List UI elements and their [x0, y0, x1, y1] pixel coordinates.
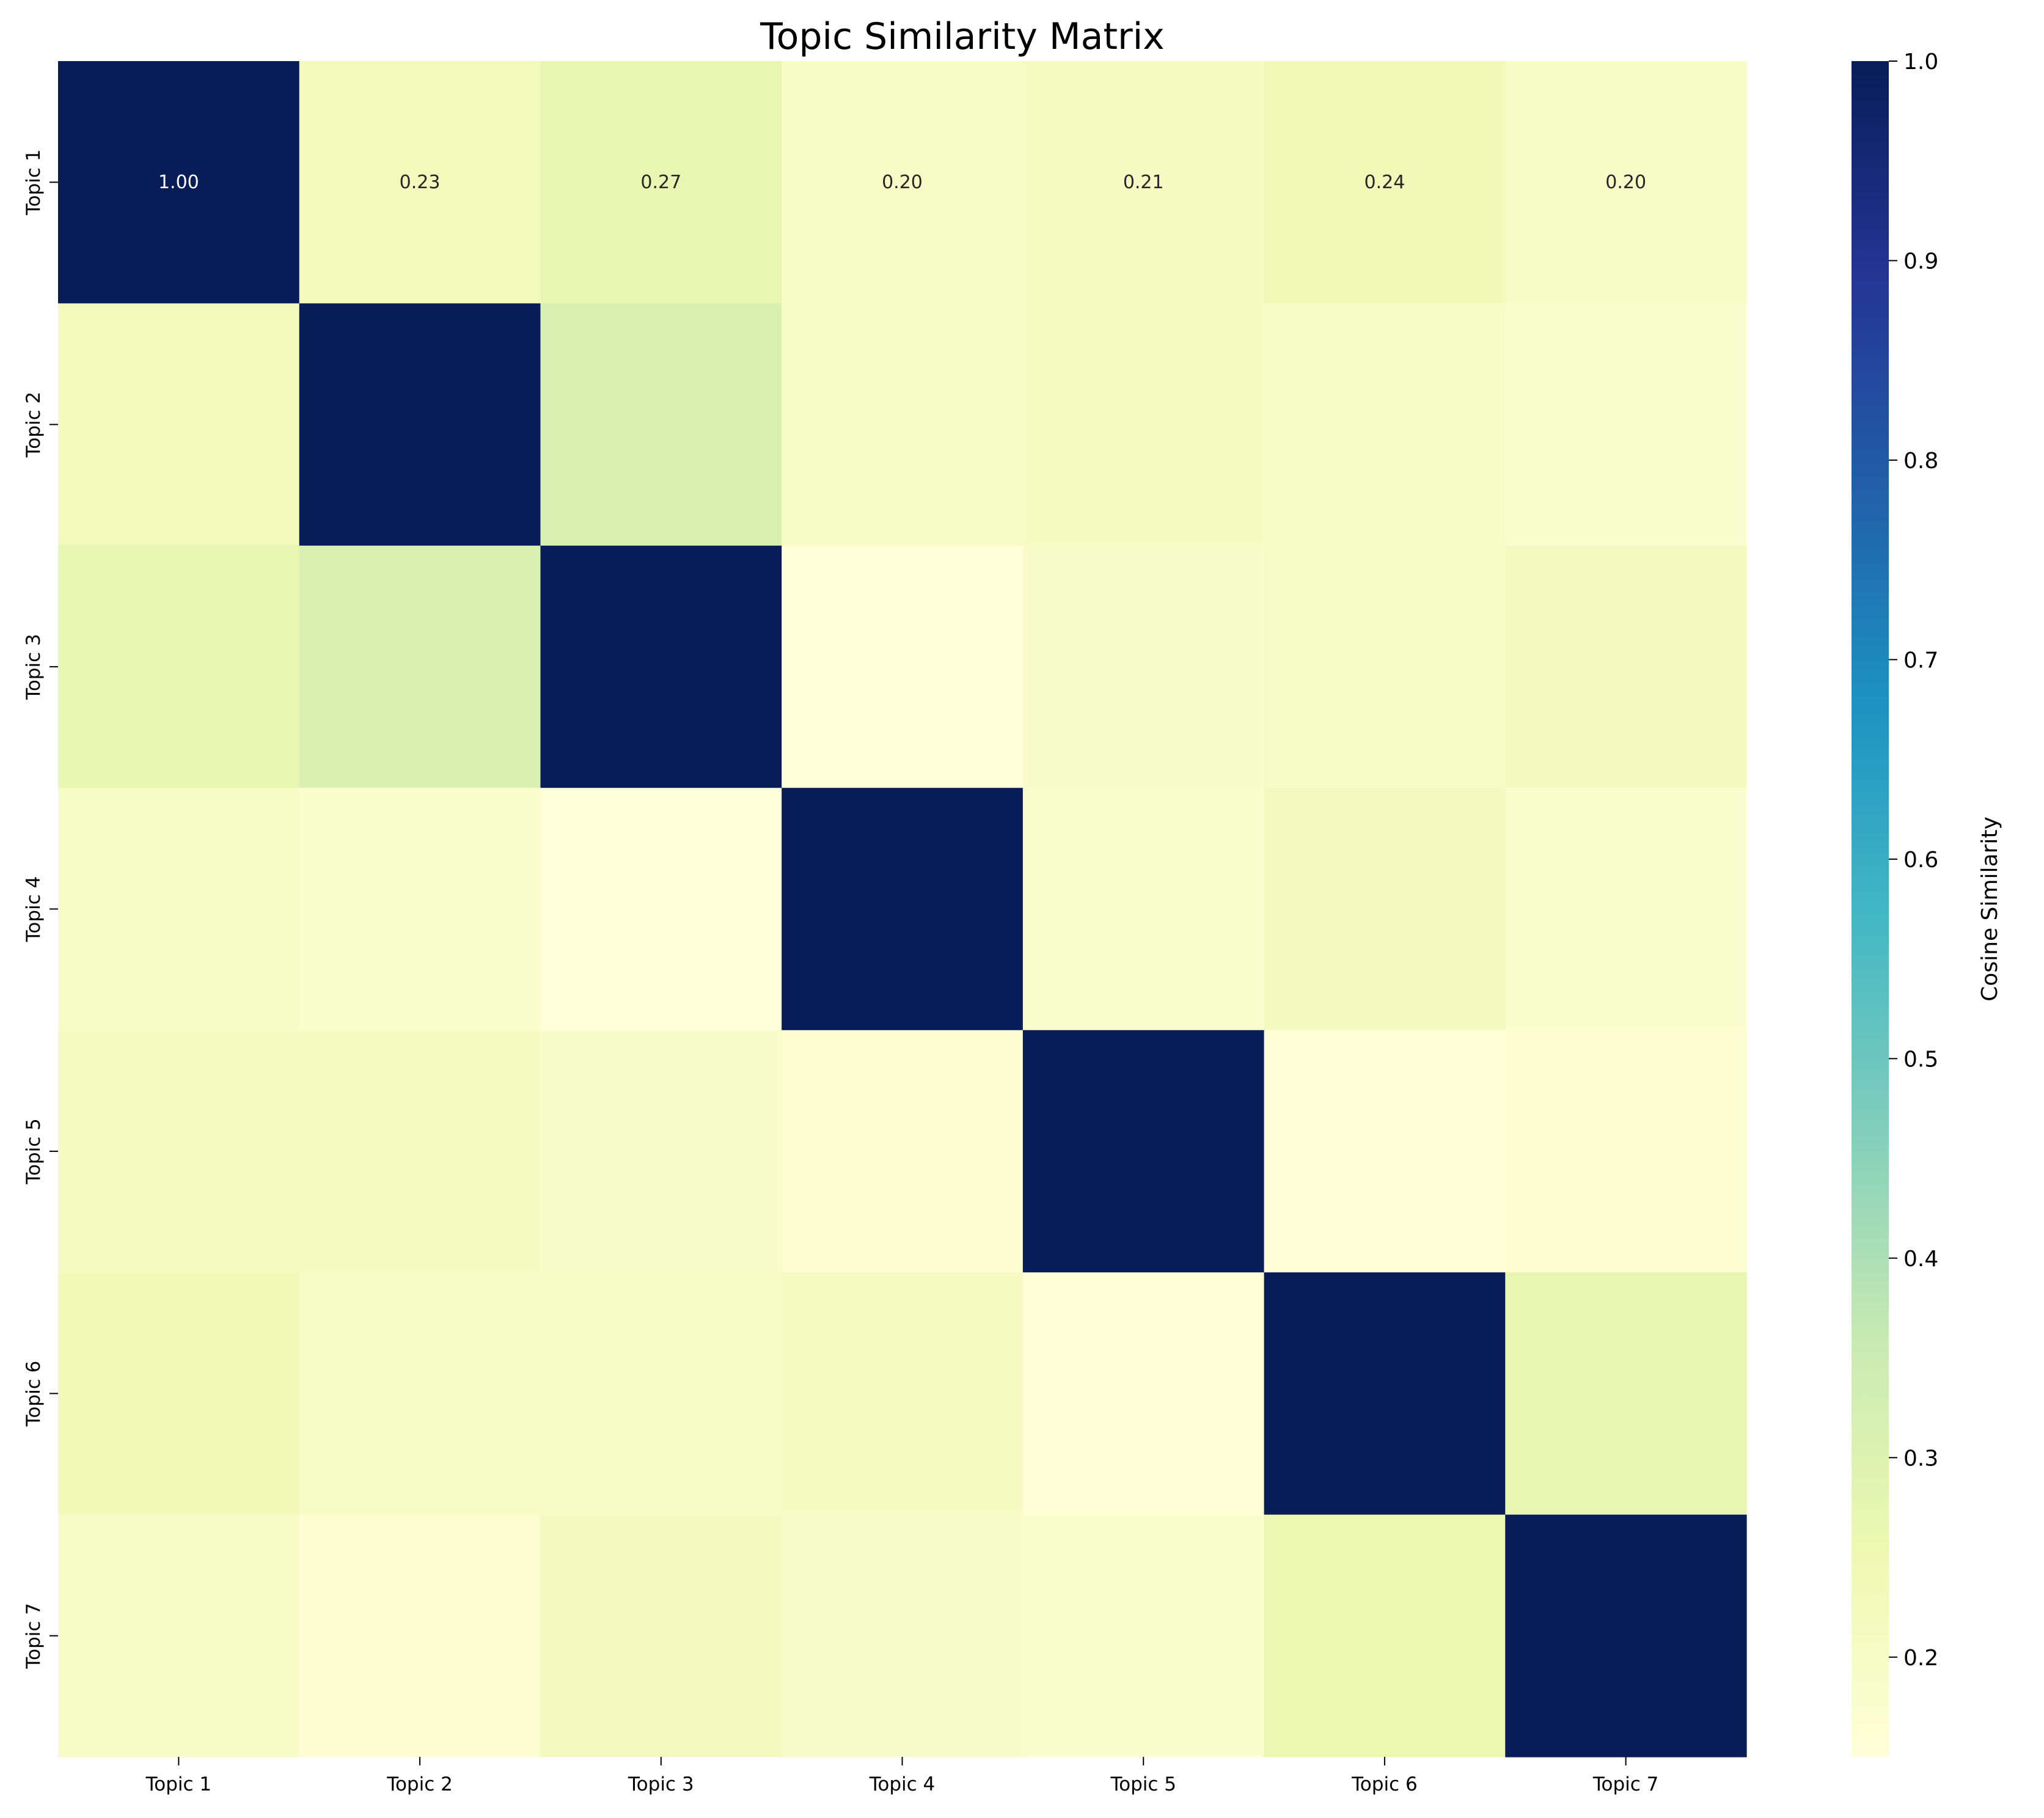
- cell-annotations: 1.00 0.23 0.27 0.20 0.21 0.24 0.20: [158, 172, 1646, 193]
- y-tick-label: Topic 6: [23, 1361, 45, 1428]
- heatmap-cell-r7-c3: [540, 1514, 782, 1758]
- colorbar-tick-label: 0.4: [1903, 1247, 1938, 1272]
- colorbar-tick-label: 1.0: [1903, 49, 1938, 75]
- y-axis: Topic 1 Topic 2 Topic 3 Topic 4 Topic 5 Topic…: [23, 149, 58, 1670]
- cell-value-label: 0.27: [640, 172, 681, 193]
- heatmap-cell-r4-c1: [58, 788, 300, 1031]
- colorbar-tick-label: 0.3: [1903, 1446, 1938, 1471]
- heatmap-cell-r6-c1: [58, 1272, 300, 1516]
- heatmap-cell-r1-c5: [1022, 61, 1265, 304]
- y-tick-label: Topic 4: [23, 876, 45, 943]
- heatmap-cell-r5-c2: [299, 1030, 541, 1273]
- y-tick-label: Topic 7: [23, 1603, 45, 1670]
- heatmap-cell-r6-c2: [299, 1272, 541, 1516]
- cell-value-label: 0.20: [882, 172, 923, 193]
- heatmap-cell-r5-c1: [58, 1030, 300, 1273]
- heatmap-cell-r4-c5: [1022, 788, 1265, 1031]
- heatmap-cell-r5-c6: [1264, 1030, 1506, 1273]
- heatmap-cell-r1-c2: [299, 61, 541, 304]
- colorbar-tick-label: 0.7: [1903, 648, 1938, 673]
- heatmap-cell-r1-c3: [540, 61, 782, 304]
- x-tick-label: Topic 2: [386, 1773, 453, 1795]
- colorbar-tick-label: 0.8: [1903, 449, 1938, 474]
- heatmap-cell-r7-c6: [1264, 1514, 1506, 1758]
- x-tick-label: Topic 4: [869, 1773, 936, 1795]
- heatmap-cell-r7-c4: [782, 1514, 1024, 1758]
- heatmap-cell-r4-c2: [299, 788, 541, 1031]
- heatmap-cell-r3-c6: [1264, 545, 1506, 788]
- heatmap-cell-r5-c7: [1505, 1030, 1747, 1273]
- heatmap-cell-r7-c2: [299, 1514, 541, 1758]
- heatmap-cell-r3-c1: [58, 545, 300, 788]
- colorbar: 0.2 0.3 0.4 0.5 0.6 0.7 0.8 0.9 1.0 Cosine Simil…: [1852, 49, 2002, 1757]
- heatmap-cell-r1-c6: [1264, 61, 1506, 304]
- x-tick-label: Topic 3: [628, 1773, 694, 1795]
- cell-value-label: 0.23: [400, 172, 441, 193]
- x-tick-label: Topic 5: [1110, 1773, 1176, 1795]
- heatmap-cell-r6-c7: [1505, 1272, 1747, 1516]
- colorbar-gradient: [1852, 61, 1889, 1757]
- cell-value-label: 0.21: [1123, 172, 1164, 193]
- heatmap-cell-r3-c3: [540, 545, 782, 788]
- heatmap-cell-r2-c1: [58, 303, 300, 546]
- heatmap-cell-r3-c4: [782, 545, 1024, 788]
- heatmap-cell-r2-c6: [1264, 303, 1506, 546]
- colorbar-ticks: 0.2 0.3 0.4 0.5 0.6 0.7 0.8 0.9 1.0: [1889, 49, 1938, 1671]
- heatmap-cells: [58, 61, 1747, 1758]
- heatmap-cell-r5-c4: [782, 1030, 1024, 1273]
- heatmap-cell-r3-c2: [299, 545, 541, 788]
- y-tick-label: Topic 3: [23, 634, 45, 700]
- heatmap-cell-r7-c7: [1505, 1514, 1747, 1758]
- heatmap-cell-r5-c3: [540, 1030, 782, 1273]
- heatmap-cell-r6-c4: [782, 1272, 1024, 1516]
- heatmap-cell-r2-c7: [1505, 303, 1747, 546]
- heatmap-cell-r5-c5: [1022, 1030, 1265, 1273]
- heatmap-cell-r1-c7: [1505, 61, 1747, 304]
- heatmap-cell-r4-c3: [540, 788, 782, 1031]
- heatmap-cell-r4-c7: [1505, 788, 1747, 1031]
- heatmap-cell-r2-c3: [540, 303, 782, 546]
- colorbar-tick-label: 0.2: [1903, 1646, 1938, 1671]
- heatmap-cell-r4-c4: [782, 788, 1024, 1031]
- cell-value-label: 0.24: [1364, 172, 1405, 193]
- heatmap-cell-r1-c1: [58, 61, 300, 304]
- colorbar-tick-label: 0.9: [1903, 249, 1938, 274]
- heatmap-cell-r3-c7: [1505, 545, 1747, 788]
- heatmap-cell-r1-c4: [782, 61, 1024, 304]
- heatmap-cell-r6-c3: [540, 1272, 782, 1516]
- heatmap-cell-r3-c5: [1022, 545, 1265, 788]
- heatmap-cell-r4-c6: [1264, 788, 1506, 1031]
- colorbar-tick-label: 0.5: [1903, 1047, 1938, 1072]
- heatmap-cell-r7-c1: [58, 1514, 300, 1758]
- x-tick-label: Topic 1: [145, 1773, 212, 1795]
- heatmap-cell-r6-c6: [1264, 1272, 1506, 1516]
- cell-value-label: 0.20: [1605, 172, 1646, 193]
- y-tick-label: Topic 1: [23, 149, 45, 216]
- x-tick-label: Topic 7: [1592, 1773, 1659, 1795]
- y-tick-label: Topic 2: [23, 392, 45, 458]
- chart-title: Topic Similarity Matrix: [760, 15, 1165, 58]
- x-axis: Topic 1 Topic 2 Topic 3 Topic 4 Topic 5 Topic…: [145, 1757, 1659, 1795]
- y-tick-label: Topic 5: [23, 1118, 45, 1185]
- heatmap-cell-r2-c2: [299, 303, 541, 546]
- x-tick-label: Topic 6: [1351, 1773, 1418, 1795]
- heatmap-cell-r2-c4: [782, 303, 1024, 546]
- colorbar-tick-label: 0.6: [1903, 848, 1938, 873]
- colorbar-label: Cosine Similarity: [1977, 816, 2002, 1002]
- cell-value-label: 1.00: [158, 172, 199, 193]
- heatmap-cell-r7-c5: [1022, 1514, 1265, 1758]
- heatmap-cell-r6-c5: [1022, 1272, 1265, 1516]
- heatmap-cell-r2-c5: [1022, 303, 1265, 546]
